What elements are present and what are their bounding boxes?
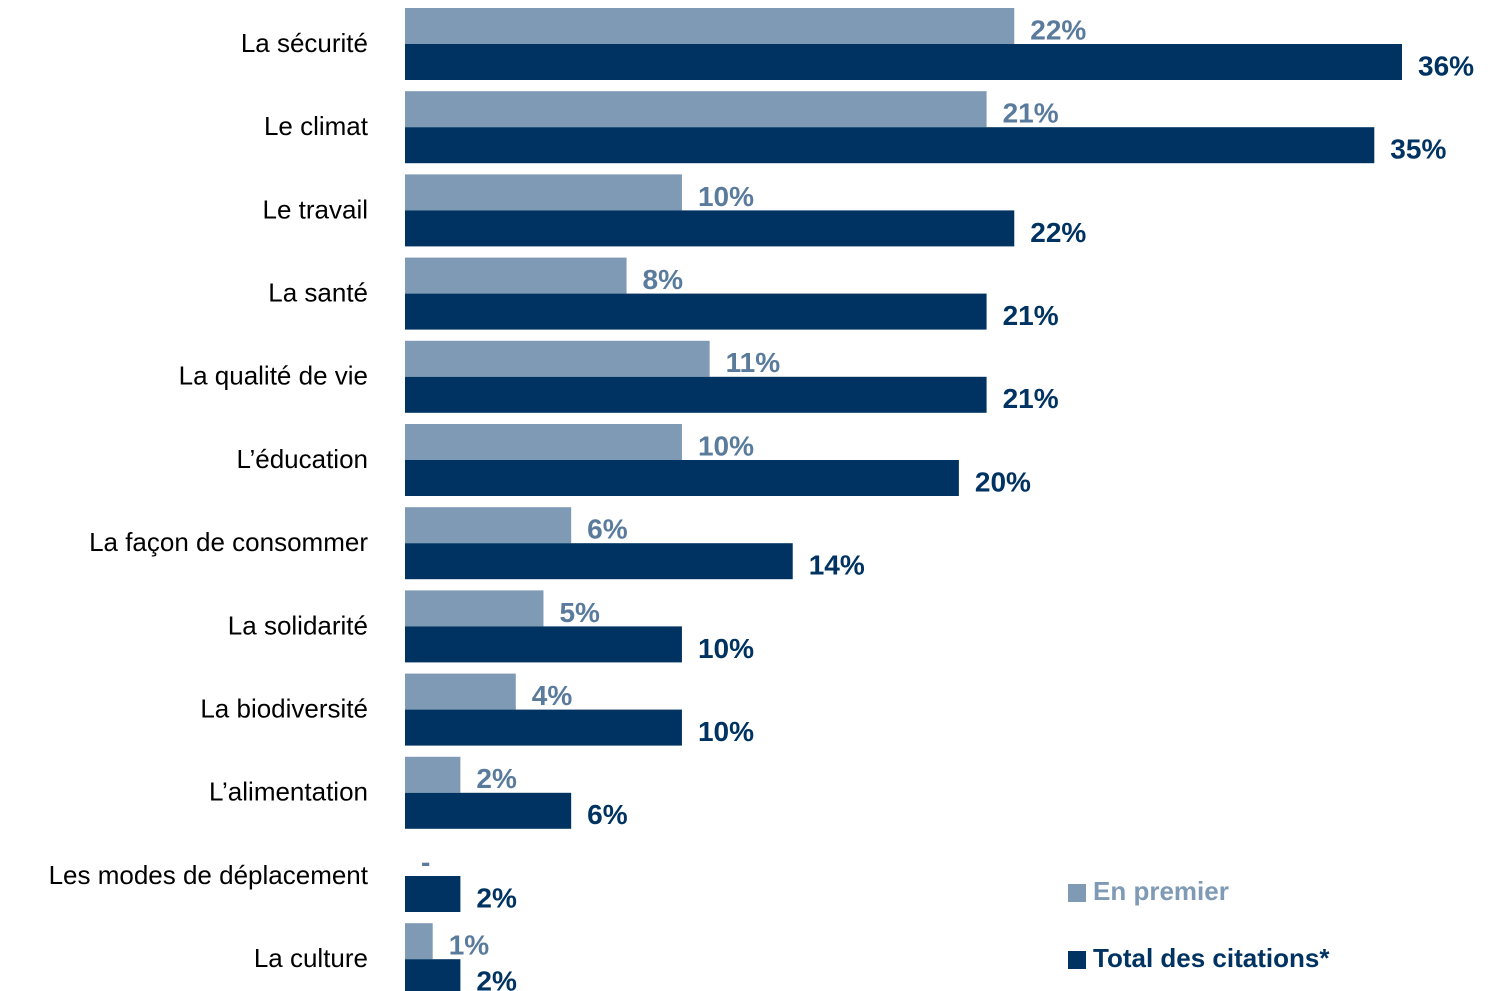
value-label: 22% [1030,217,1086,248]
legend-label: Total des citations* [1093,943,1330,973]
value-label: 4% [532,680,573,711]
bar [405,709,682,746]
value-label: 11% [726,347,781,378]
bar [405,626,682,663]
value-label: 36% [1418,50,1474,81]
bar [405,507,572,544]
legend-label: En premier [1093,876,1229,906]
value-label: 21% [1003,383,1059,414]
legend-swatch [1068,884,1086,902]
bar [405,424,682,460]
value-label: 6% [587,799,628,830]
category-label: Le climat [264,111,369,141]
bar [405,460,959,496]
bar [405,543,793,580]
bar [405,257,627,294]
value-label: 21% [1003,300,1059,331]
value-label: 10% [698,716,754,747]
bar [405,44,1402,80]
category-label: Les modes de déplacement [49,860,369,890]
value-label: 10% [698,181,754,212]
value-label: 21% [1003,98,1059,129]
bar [405,876,461,912]
value-label: 22% [1030,14,1086,45]
category-label: La santé [268,277,368,307]
value-label: 8% [643,264,684,295]
category-label: Le travail [263,194,369,224]
value-label: 10% [698,633,754,664]
category-label: La culture [254,943,368,973]
bar [405,174,682,211]
value-label: 2% [476,966,517,991]
bar [405,590,544,627]
bar [405,959,461,991]
bar [405,756,461,793]
value-label: 2% [476,882,517,913]
value-label: - [421,846,430,877]
bar [405,127,1375,164]
value-label: 14% [809,550,865,581]
value-label: 2% [476,763,517,794]
category-label: La sécurité [241,28,368,58]
bar [405,8,1015,44]
bar [405,673,516,710]
bar [405,923,433,960]
bar [405,91,987,128]
bar [405,210,1015,247]
bar [405,792,572,829]
legend-swatch [1068,951,1086,969]
value-label: 1% [449,930,490,961]
bar [405,293,987,330]
value-label: 20% [975,466,1031,497]
value-label: 5% [559,597,600,628]
value-label: 10% [698,430,754,461]
value-label: 35% [1390,134,1446,165]
value-label: 6% [587,514,628,545]
category-label: L’éducation [236,444,368,474]
category-label: La solidarité [228,610,368,640]
category-label: La biodiversité [200,693,368,723]
category-label: La façon de consommer [89,527,368,557]
bar [405,340,710,377]
category-label: La qualité de vie [179,361,368,391]
bar [405,376,987,413]
category-label: L’alimentation [209,777,368,807]
